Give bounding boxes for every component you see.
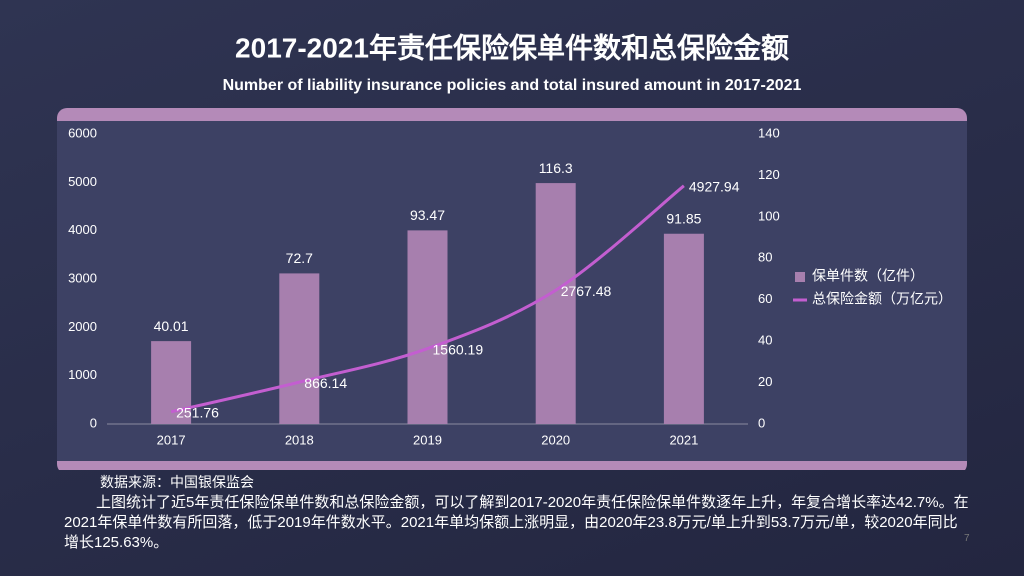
line-label: 4927.94 — [689, 179, 740, 195]
chart: 2017-2021年责任保险保单件数和总保险金额 Number of liabi… — [57, 31, 967, 470]
x-tick-label: 2018 — [285, 432, 314, 447]
chart-title: 2017-2021年责任保险保单件数和总保险金额 — [235, 31, 789, 63]
x-tick-label: 2017 — [157, 432, 186, 447]
y2-tick-label: 80 — [758, 250, 772, 265]
legend-label: 保单件数（亿件） — [812, 268, 924, 284]
line-label: 1560.19 — [433, 341, 484, 357]
y2-tick-label: 140 — [758, 125, 780, 140]
y2-tick-label: 100 — [758, 208, 780, 223]
y-tick-label: 6000 — [68, 125, 97, 140]
source: 数据来源：中国银保监会 — [100, 474, 254, 490]
y2-tick-label: 60 — [758, 291, 772, 306]
bar-label: 72.7 — [286, 250, 313, 266]
bar — [279, 273, 320, 424]
y-tick-label: 4000 — [68, 222, 97, 237]
bar — [535, 183, 576, 424]
bar-label: 93.47 — [410, 207, 445, 223]
y-tick-label: 5000 — [68, 174, 97, 189]
line-label: 2767.48 — [561, 283, 612, 299]
legend-swatch — [795, 272, 805, 282]
bar-label: 40.01 — [154, 318, 189, 334]
x-tick-label: 2021 — [669, 432, 698, 447]
bar-label: 91.85 — [666, 210, 701, 226]
bar-label: 116.3 — [539, 160, 573, 176]
line — [170, 184, 685, 414]
bar — [663, 233, 704, 424]
paragraph: 上图统计了近5年责任保险保单件数和总保险金额，可以了解到2017-2020年责任… — [64, 494, 969, 551]
y-tick-label: 0 — [90, 415, 97, 430]
y-tick-label: 2000 — [68, 319, 97, 334]
bar — [407, 230, 448, 424]
line-label: 251.76 — [176, 405, 219, 421]
line-label: 866.14 — [304, 375, 347, 391]
y2-tick-label: 40 — [758, 333, 772, 348]
legend-label: 总保险金额（万亿元） — [812, 291, 952, 307]
y-tick-label: 3000 — [68, 270, 97, 285]
y2-tick-label: 20 — [758, 374, 772, 389]
page-number: 7 — [964, 533, 970, 544]
y2-tick-label: 120 — [758, 167, 780, 182]
chart-subtitle: Number of liability insurance policies a… — [223, 77, 802, 94]
x-tick-label: 2019 — [413, 432, 442, 447]
y2-tick-label: 0 — [758, 415, 765, 430]
x-tick-label: 2020 — [541, 432, 570, 447]
y-tick-label: 1000 — [68, 367, 97, 382]
